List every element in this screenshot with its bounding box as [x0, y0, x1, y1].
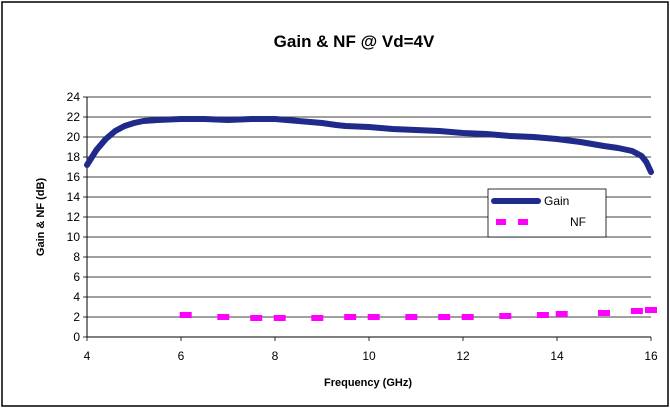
y-axis-label: Gain & NF (dB) [35, 178, 47, 257]
y-tick-label: 8 [73, 250, 80, 264]
series-line-gain [84, 116, 654, 175]
x-axis-label: Frequency (GHz) [324, 377, 412, 389]
x-tick-label: 12 [456, 349, 470, 363]
y-tick-label: 10 [67, 230, 81, 244]
y-tick-label: 14 [67, 190, 81, 204]
legend-label-nf: NF [570, 215, 586, 229]
y-tick-label: 20 [67, 130, 81, 144]
series-layer [84, 116, 657, 321]
nf-point [555, 311, 568, 317]
y-tick-label: 12 [67, 210, 81, 224]
y-tick-label: 18 [67, 150, 81, 164]
nf-point [250, 315, 263, 321]
nf-point [179, 312, 192, 318]
x-tick-label: 4 [84, 349, 91, 363]
y-tick-label: 2 [73, 310, 80, 324]
nf-point [344, 314, 357, 320]
nf-point [273, 315, 286, 321]
x-tick-label: 14 [550, 349, 564, 363]
y-tick-label: 24 [67, 90, 81, 104]
legend: Gain NF [487, 188, 607, 238]
y-tick-label: 16 [67, 170, 81, 184]
nf-point [598, 310, 610, 316]
y-tick-label: 4 [73, 290, 80, 304]
nf-point [630, 308, 643, 314]
nf-point [536, 312, 549, 318]
x-tick-label: 6 [178, 349, 185, 363]
legend-label-gain: Gain [544, 194, 569, 208]
nf-point [311, 315, 324, 321]
x-tick-label: 8 [272, 349, 279, 363]
y-tick-label: 22 [67, 110, 81, 124]
nf-point [367, 314, 380, 320]
nf-point [405, 314, 418, 320]
chart-title: Gain & NF @ Vd=4V [274, 32, 435, 51]
nf-point [461, 314, 474, 320]
legend-box [487, 188, 607, 238]
nf-point [645, 307, 657, 313]
nf-point [217, 314, 230, 320]
x-tick-label: 10 [362, 349, 376, 363]
x-tick-label: 16 [644, 349, 658, 363]
y-tick-label: 0 [73, 330, 80, 344]
nf-point [438, 314, 451, 320]
nf-point [499, 313, 512, 319]
y-tick-label: 6 [73, 270, 80, 284]
